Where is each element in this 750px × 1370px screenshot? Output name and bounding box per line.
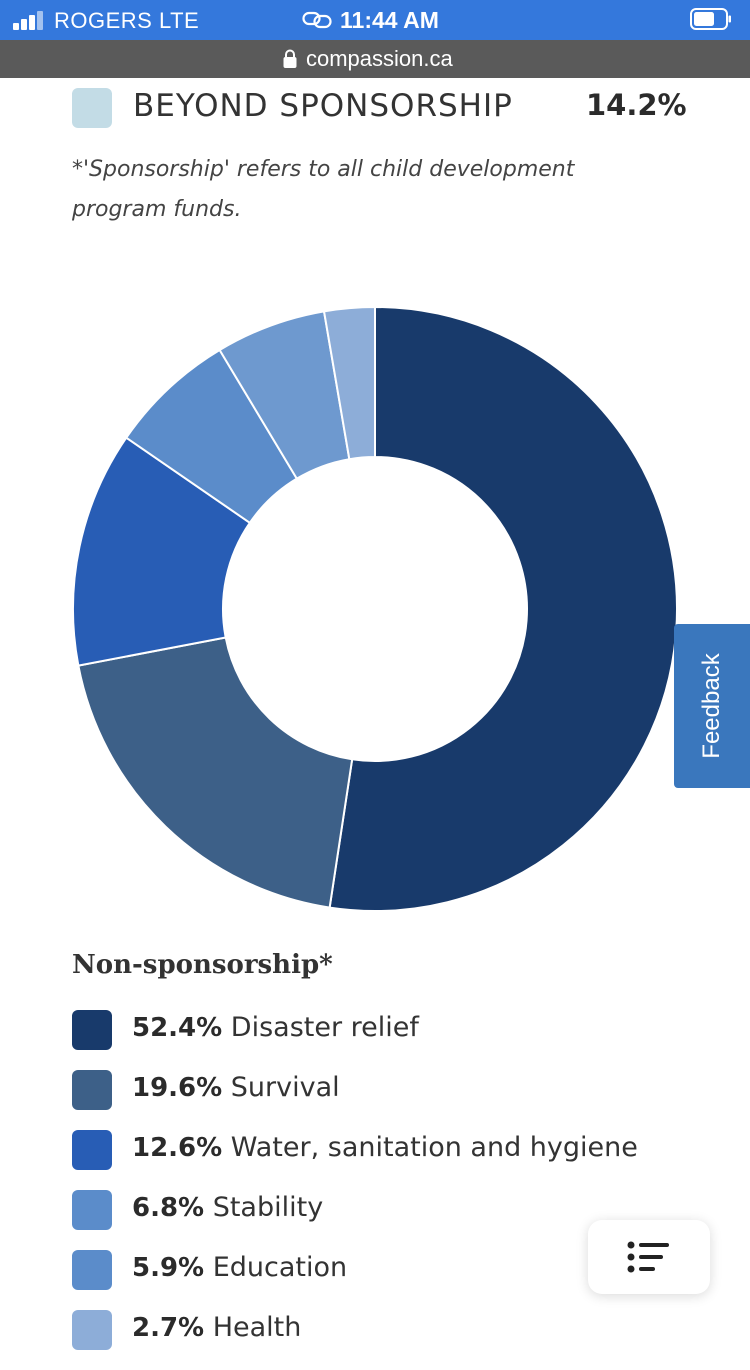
legend-text: 5.9% Education	[132, 1252, 347, 1283]
browser-url-bar[interactable]: compassion.ca	[0, 40, 750, 78]
personal-hotspot-icon	[302, 11, 332, 29]
list-menu-icon	[627, 1241, 669, 1273]
clock: 11:44 AM	[340, 7, 439, 33]
legend-label: Survival	[222, 1072, 340, 1103]
legend-text: 19.6% Survival	[132, 1072, 340, 1103]
legend-item: 6.8% Stability	[72, 1190, 712, 1250]
legend-text: 52.4% Disaster relief	[132, 1012, 419, 1043]
legend-percent: 5.9%	[132, 1253, 205, 1283]
legend-swatch	[72, 1190, 112, 1230]
feedback-label: Feedback	[698, 653, 725, 759]
lock-icon	[283, 49, 297, 68]
legend-text: 6.8% Stability	[132, 1192, 323, 1223]
legend-label: Health	[204, 1312, 302, 1343]
donut-slice-water-sanitation-and-hygiene[interactable]	[72, 436, 252, 667]
battery-icon	[690, 8, 731, 30]
status-bar: ROGERS LTE 11:44 AM	[0, 0, 750, 40]
legend-item: 12.6% Water, sanitation and hygiene	[72, 1130, 712, 1190]
legend-percent: 2.7%	[132, 1313, 205, 1343]
carrier-label: ROGERS LTE	[54, 8, 200, 33]
sponsorship-footnote: *'Sponsorship' refers to all child devel…	[72, 157, 575, 222]
legend-swatch	[72, 1310, 112, 1350]
beyond-sponsorship-percent: 14.2%	[586, 88, 687, 122]
legend-item: 52.4% Disaster relief	[72, 1010, 712, 1070]
legend-label: Disaster relief	[222, 1012, 419, 1043]
legend-text: 12.6% Water, sanitation and hygiene	[132, 1132, 638, 1163]
feedback-tab[interactable]: Feedback	[674, 624, 750, 788]
legend-label: Education	[204, 1252, 348, 1283]
url-text[interactable]: compassion.ca	[306, 46, 453, 71]
beyond-sponsorship-label: BEYOND SPONSORSHIP	[133, 88, 513, 124]
legend-percent: 52.4%	[132, 1013, 223, 1043]
legend-percent: 12.6%	[132, 1133, 223, 1163]
donut-slice-survival[interactable]	[77, 636, 354, 909]
donut-slice-disaster-relief[interactable]	[328, 305, 678, 912]
legend-label: Stability	[204, 1192, 324, 1223]
legend-label: Water, sanitation and hygiene	[222, 1132, 638, 1163]
legend-swatch	[72, 1070, 112, 1110]
beyond-sponsorship-swatch	[72, 88, 112, 128]
legend-swatch	[72, 1250, 112, 1290]
donut-chart	[72, 305, 678, 912]
legend-percent: 19.6%	[132, 1073, 223, 1103]
legend-title: Non-sponsorship*	[72, 950, 333, 980]
legend-text: 2.7% Health	[132, 1312, 301, 1343]
table-of-contents-button[interactable]	[588, 1220, 710, 1294]
legend-percent: 6.8%	[132, 1193, 205, 1223]
legend-swatch	[72, 1010, 112, 1050]
legend-item: 2.7% Health	[72, 1310, 712, 1370]
legend-item: 19.6% Survival	[72, 1070, 712, 1130]
donut-slice-health[interactable]	[322, 305, 376, 461]
signal-bars-icon	[13, 10, 47, 30]
legend-swatch	[72, 1130, 112, 1170]
chart-legend: 52.4% Disaster relief 19.6% Survival 12.6%…	[72, 1010, 712, 1370]
legend-item: 5.9% Education	[72, 1250, 712, 1310]
